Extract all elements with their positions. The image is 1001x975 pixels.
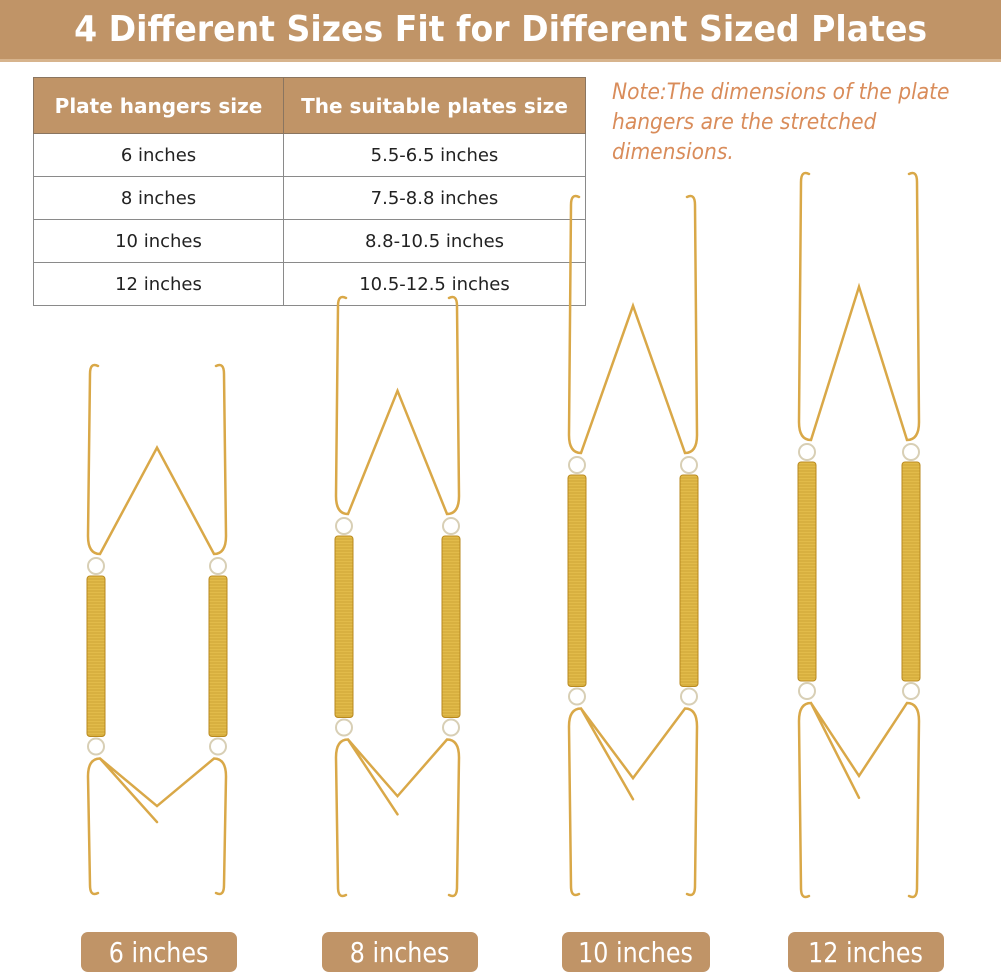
plate-size-cell: 5.5-6.5 inches xyxy=(283,133,586,177)
plate-hanger-icon xyxy=(563,193,703,898)
table-header-row: Plate hangers size The suitable plates s… xyxy=(33,77,586,134)
banner-title: 4 Different Sizes Fit for Different Size… xyxy=(73,9,928,50)
hanger-10-inch xyxy=(563,193,703,898)
size-label-text: 12 inches xyxy=(808,935,924,969)
size-label-text: 6 inches xyxy=(109,935,209,969)
plate-hanger-icon xyxy=(330,294,465,899)
plate-hanger-icon xyxy=(793,170,925,900)
hanger-size-cell: 12 inches xyxy=(33,262,284,306)
hanger-size-cell: 8 inches xyxy=(33,176,284,220)
header-hanger-size: Plate hangers size xyxy=(33,77,284,134)
table-row: 12 inches 10.5-12.5 inches xyxy=(33,262,586,306)
hanger-8-inch xyxy=(330,294,465,899)
hanger-12-inch xyxy=(793,170,925,900)
table-row: 8 inches 7.5-8.8 inches xyxy=(33,176,586,220)
hanger-size-cell: 10 inches xyxy=(33,219,284,263)
table-row: 10 inches 8.8-10.5 inches xyxy=(33,219,586,263)
size-label-text: 8 inches xyxy=(350,935,450,969)
size-table: Plate hangers size The suitable plates s… xyxy=(33,77,586,306)
size-label-12-inch: 12 inches xyxy=(788,932,944,972)
size-label-10-inch: 10 inches xyxy=(562,932,710,972)
table-row: 6 inches 5.5-6.5 inches xyxy=(33,133,586,177)
hanger-size-cell: 6 inches xyxy=(33,133,284,177)
hanger-6-inch xyxy=(82,362,232,897)
plate-hanger-icon xyxy=(82,362,232,897)
plate-size-cell: 8.8-10.5 inches xyxy=(283,219,586,263)
size-label-6-inch: 6 inches xyxy=(81,932,237,972)
header-plate-size: The suitable plates size xyxy=(283,77,586,134)
dimensions-note: Note:The dimensions of the plate hangers… xyxy=(612,80,950,165)
plate-size-cell: 7.5-8.8 inches xyxy=(283,176,586,220)
plate-size-cell: 10.5-12.5 inches xyxy=(283,262,586,306)
title-banner: 4 Different Sizes Fit for Different Size… xyxy=(0,0,1001,62)
size-label-text: 10 inches xyxy=(578,935,694,969)
size-label-8-inch: 8 inches xyxy=(322,932,478,972)
